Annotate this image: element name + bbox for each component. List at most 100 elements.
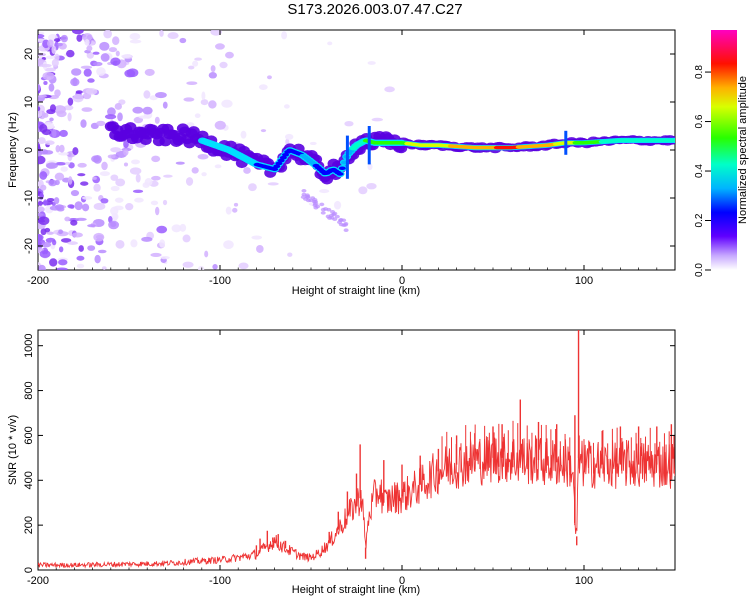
spectrogram-noise-cell [56,110,67,118]
spectrogram-noise-cell [210,30,222,36]
spectrogram-noise-cell [38,34,45,38]
spectrogram-noise-cell [341,218,347,223]
spectrogram-noise-cell [117,112,123,122]
spectrogram-noise-cell [115,50,120,57]
spectrogram-noise-cell [110,221,117,228]
spectrogram-noise-cell [301,188,307,193]
spectrogram-noise-cell [39,192,44,200]
spectrogram-noise-cell [159,30,164,37]
spectrogram-noise-cell [54,38,61,42]
spectrogram-noise-cell [45,55,56,60]
spectrogram-noise-cell [186,81,198,85]
spectrogram-noise-cell [107,154,116,159]
y-tick-label: 0 [23,567,35,573]
spectrogram-noise-cell [54,172,65,181]
spectrogram-noise-cell [114,197,124,203]
spectrogram-noise-cell [82,196,93,200]
spectrogram-noise-cell [343,228,349,232]
spectrogram-noise-cell [233,202,239,207]
spectrogram-noise-cell [309,141,317,146]
spectrogram-noise-cell [49,205,61,211]
spectrogram-noise-cell [113,205,124,211]
ridge-cell [670,138,675,143]
spectrogram-noise-cell [38,212,44,217]
spectrogram-noise-cell [144,68,155,76]
x-tick-label: -100 [209,575,231,587]
spectrogram-noise-cell [185,177,194,186]
spectrogram-noise-cell [194,113,201,119]
spectrogram-noise-cell [201,172,207,177]
spectrogram-noise-cell [92,61,103,67]
spectrogram-noise-cell [67,97,74,106]
spectrogram-noise-cell [131,159,140,165]
spectrogram-noise-cell [149,95,158,101]
spectrogram-noise-cell [283,104,290,109]
spectrogram-noise-cell [51,129,57,138]
spectrogram-noise-cell [162,199,168,206]
spectrogram-noise-cell [204,250,209,258]
spectrogram-noise-cell [114,103,122,110]
spectrogram-noise-cell [371,117,384,122]
spectrogram-noise-cell [38,137,46,145]
spectrogram-noise-cell [366,183,377,190]
spectrogram-noise-cell [208,71,217,79]
spectrogram-noise-cell [334,214,340,219]
y-tick-label: 20 [23,48,35,60]
spectrogram-noise-cell [67,112,72,122]
spectrogram-noise-cell [125,203,134,211]
spectrogram-noise-cell [112,36,120,45]
spectrogram-noise-cell [39,171,48,180]
spectrogram-noise-cell [47,39,54,48]
spectrogram-noise-cell [319,202,325,207]
spectrogram-noise-cell [101,266,107,270]
y-tick-label: 0 [23,147,35,153]
y-tick-label: 600 [23,426,35,444]
spectrogram-noise-cell [60,166,68,172]
colorbar: 0.0 0.2 0.4 0.6 0.8 Normalized spectral ampl… [694,30,749,277]
ridge-cell [275,161,283,166]
spectrogram-noise-cell [38,216,50,226]
spectrogram-noise-cell [38,206,45,213]
spectrogram-noise-cell [93,183,101,192]
spectrogram-noise-cell [182,261,194,268]
spectrogram-noise-cell [87,224,96,228]
spectrogram-noise-cell [40,63,52,68]
spectrogram-noise-cell [38,233,43,243]
spectrogram-noise-cell [77,173,86,177]
spectrogram-noise-cell [82,92,92,100]
spectrogram-noise-cell [38,94,47,98]
spectrogram-noise-cell [333,200,342,210]
spectrogram-noise-cell [110,57,121,66]
spectrogram-noise-cell [155,91,167,99]
spectrogram-ridge [104,121,675,185]
ridge-cell [124,122,137,133]
spectrogram-noise-cell [49,117,54,122]
x-tick-label: 0 [399,575,405,587]
spectrogram-noise-cell [46,231,54,235]
snr-panel: -200 -100 0 100 0 200 400 600 800 1000 Height of… [7,329,676,596]
bottom-x-axis-label: Height of straight line (km) [292,584,420,596]
spectrogram-noise-cell [111,212,119,221]
spectrogram-noise-cell [223,240,234,250]
spectrogram-noise-cell [284,133,294,140]
spectrogram-noise-cell [197,265,205,270]
spectrogram-noise-cell [78,245,84,252]
spectrogram-noise-cell [94,254,101,264]
spectrogram-noise-cell [219,61,228,69]
spectrogram-noise-cell [38,109,43,118]
spectrogram-noise-cell [72,94,84,103]
spectrogram-noise-cell [319,189,330,194]
spectrogram-noise-cell [285,138,290,146]
spectrogram-noise-cell [258,84,268,90]
spectrogram-noise-cell [300,195,306,199]
bottom-x-ticks: -200 -100 0 100 [27,330,676,587]
spectrogram-noise-cell [39,123,48,133]
spectrogram-noise-cell [39,250,51,259]
spectrogram-noise-cell [53,197,60,205]
spectrogram-noise-cell [38,121,44,125]
spectrogram-noise-cell [67,204,75,209]
spectrogram-noise-cell [327,41,333,46]
spectrogram-noise-cell [71,68,82,76]
spectrogram-noise-cell [267,75,272,80]
spectrogram-noise-cell [110,174,119,181]
